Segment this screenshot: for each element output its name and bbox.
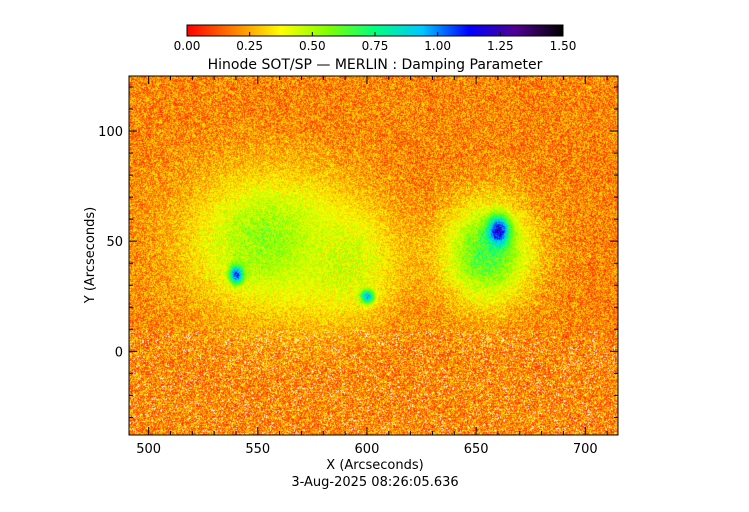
y-tick-label: 100 — [98, 125, 123, 140]
colorbar: 0.00 0.25 0.50 0.75 1.00 1.25 1.50 — [174, 24, 577, 53]
y-axis-label: Y (Arcseconds) — [83, 207, 98, 304]
x-tick-label: 500 — [136, 442, 161, 457]
x-axis-label: X (Arcseconds) — [326, 458, 423, 473]
axis-ticks: 500 550 600 650 700 0 50 100 — [98, 76, 618, 457]
y-tick-label: 50 — [106, 235, 123, 250]
colorbar-tick-label: 1.25 — [487, 39, 514, 53]
colorbar-tick-label: 0.50 — [299, 39, 326, 53]
x-tick-label: 550 — [245, 442, 270, 457]
colorbar-tick-label: 0.00 — [174, 39, 201, 53]
colorbar-tick-label: 1.00 — [424, 39, 451, 53]
x-tick-label: 600 — [355, 442, 380, 457]
plot-frame — [128, 75, 619, 436]
colorbar-tick-label: 1.50 — [550, 39, 577, 53]
chart-title: Hinode SOT/SP — MERLIN : Damping Paramet… — [208, 57, 543, 73]
colorbar-tick-label: 0.75 — [362, 39, 389, 53]
x-tick-label: 650 — [464, 442, 489, 457]
x-tick-label: 700 — [573, 442, 598, 457]
y-tick-label: 0 — [115, 345, 123, 360]
colorbar-tick-label: 0.25 — [236, 39, 263, 53]
heatmap-image — [129, 76, 618, 435]
timestamp: 3-Aug-2025 08:26:05.636 — [291, 475, 458, 490]
plot-area: 500 550 600 650 700 0 50 100 — [98, 75, 619, 457]
colorbar-ticks: 0.00 0.25 0.50 0.75 1.00 1.25 1.50 — [174, 32, 577, 53]
